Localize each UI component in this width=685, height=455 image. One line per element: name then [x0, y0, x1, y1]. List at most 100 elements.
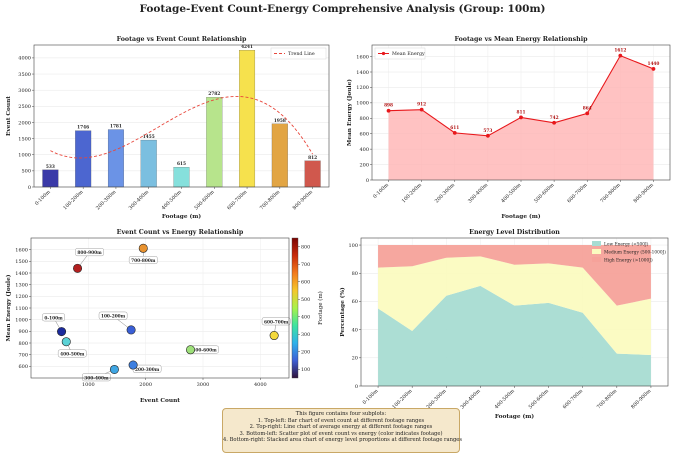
- caption-line: 3. Bottom-left: Scatter plot of event co…: [239, 430, 443, 437]
- bar-100-200m: [75, 130, 92, 188]
- dist-x-tick-label: 700-800m: [596, 388, 618, 410]
- scatter-point-label: 600-700m: [264, 320, 289, 325]
- scatter-point-label: 800-900m: [77, 251, 102, 256]
- scatter-plot-frame: [30, 237, 290, 379]
- scatter-y-tick-label: 1000: [15, 317, 28, 323]
- bar-x-tick-label: 700-800m: [259, 189, 281, 211]
- energy-y-tick-label: 800: [359, 116, 369, 122]
- colorbar-tick-label: 800: [301, 245, 310, 251]
- dist-x-axis-label: Footage (m): [495, 413, 535, 420]
- bar-value-label: 1958: [274, 119, 286, 124]
- dist-legend-label: High Energy (>1000J): [604, 259, 653, 264]
- energy-y-tick-label: 1400: [356, 70, 369, 76]
- colorbar-tick-label: 200: [301, 350, 310, 356]
- bar-value-label: 812: [308, 156, 317, 161]
- energy-value-label: 573: [483, 129, 492, 134]
- bar-x-tick-label: 200-300m: [95, 189, 117, 211]
- bar-value-label: 615: [177, 162, 186, 167]
- energy-y-tick-label: 1200: [356, 85, 369, 91]
- dist-x-tick-label: 600-700m: [562, 388, 584, 410]
- scatter-label-box: [82, 373, 111, 382]
- scatter-point-label: 0-100m: [44, 316, 63, 321]
- colorbar-tick-label: 100: [301, 367, 310, 373]
- energy-x-tick-label: 300-400m: [467, 182, 489, 204]
- energy-value-label: 912: [417, 103, 426, 108]
- bar-x-tick-label: 0-100m: [34, 189, 52, 207]
- bar-value-label: 1455: [143, 135, 155, 140]
- dist-legend-label: Medium Energy (500-1000J): [604, 251, 666, 256]
- bar-value-label: 2782: [208, 92, 220, 97]
- scatter-point-label: 700-800m: [131, 259, 156, 264]
- energy-value-label: 864: [583, 106, 592, 111]
- energy-y-tick-label: 600: [359, 132, 369, 138]
- scatter-y-tick-label: 1300: [15, 282, 28, 288]
- scatter-y-axis-label: Mean Energy (Joule): [5, 274, 12, 341]
- bar-legend-box: [270, 47, 327, 60]
- energy-point-200-300m: [452, 130, 457, 135]
- scatter-point-100-200m: [126, 325, 136, 335]
- dist-y-tick-label: 20: [352, 356, 358, 362]
- bar-x-tick-label: 300-400m: [128, 189, 150, 211]
- energy-x-tick-label: 600-700m: [566, 182, 588, 204]
- dist-area-Medium Energy (500-1000J): [378, 256, 651, 355]
- bar-x-tick-label: 500-600m: [193, 189, 215, 211]
- scatter-label-box: [57, 349, 87, 358]
- colorbar-tick-label: 600: [301, 280, 310, 286]
- bar-plot-frame: [33, 44, 330, 188]
- energy-point-400-500m: [519, 115, 523, 120]
- dist-x-tick-label: 400-500m: [494, 388, 516, 410]
- colorbar-label: Footage (m): [317, 291, 324, 325]
- scatter-point-400-500m: [61, 337, 71, 347]
- dist-area-High Energy (>1000J): [378, 245, 651, 306]
- bar-y-tick-label: 0: [28, 185, 31, 191]
- scatter-point-label: 400-500m: [60, 353, 85, 358]
- bar-y-tick-label: 500: [21, 169, 31, 175]
- energy-y-axis-label: Mean Energy (Joule): [346, 79, 353, 146]
- scatter-point-label: 500-600m: [192, 349, 217, 354]
- dist-y-tick-label: 0: [355, 384, 358, 390]
- scatter-point-label: 300-400m: [84, 376, 109, 381]
- bar-300-400m: [140, 139, 157, 188]
- bar-700-800m: [271, 123, 288, 188]
- dist-legend-label: Low Energy (<500J): [604, 243, 649, 248]
- scatter-y-tick-label: 600: [18, 364, 28, 370]
- scatter-y-tick-label: 1100: [15, 306, 28, 312]
- energy-y-tick-label: 0: [366, 178, 369, 184]
- energy-value-label: 898: [384, 104, 393, 109]
- bar-400-500m: [173, 167, 190, 188]
- dist-y-tick-label: 100: [348, 243, 358, 249]
- scatter-point-300-400m: [109, 364, 119, 374]
- energy-y-tick-label: 400: [359, 147, 369, 153]
- dist-legend-swatch: [592, 249, 601, 254]
- scatter-point-800-900m: [73, 263, 83, 273]
- scatter-label-box: [75, 248, 104, 257]
- energy-chart-title: Footage vs Mean Energy Relationship: [454, 36, 588, 43]
- energy-value-label: 611: [450, 126, 459, 131]
- dist-plot-frame: [360, 237, 669, 387]
- energy-value-label: 1440: [647, 62, 659, 67]
- energy-x-tick-label: 500-600m: [533, 182, 555, 204]
- bar-y-tick-label: 4000: [18, 56, 31, 62]
- energy-x-tick-label: 100-200m: [401, 182, 423, 204]
- bar-value-label: 1781: [110, 125, 122, 130]
- colorbar-tick-label: 300: [301, 332, 310, 338]
- dist-x-tick-label: 800-900m: [630, 388, 652, 410]
- energy-point-100-200m: [419, 107, 424, 112]
- bar-value-label: 1746: [77, 126, 89, 131]
- dist-x-tick-label: 0-100m: [362, 388, 380, 406]
- energy-point-0-100m: [386, 108, 391, 113]
- scatter-x-tick-label: 4000: [254, 382, 267, 388]
- bar-legend-label: Trend Line: [288, 51, 315, 57]
- bar-x-tick-label: 800-900m: [292, 189, 314, 211]
- dist-area-Low Energy (<500J): [378, 285, 651, 386]
- scatter-label-box: [261, 317, 291, 326]
- scatter-point-700-800m: [138, 243, 148, 253]
- energy-legend-label: Mean Energy: [392, 51, 425, 57]
- bar-x-tick-label: 100-200m: [62, 189, 84, 211]
- bar-y-tick-label: 3500: [18, 72, 31, 78]
- bar-500-600m: [206, 97, 223, 188]
- scatter-point-0-100m: [57, 327, 67, 337]
- bar-y-tick-label: 2500: [18, 104, 31, 110]
